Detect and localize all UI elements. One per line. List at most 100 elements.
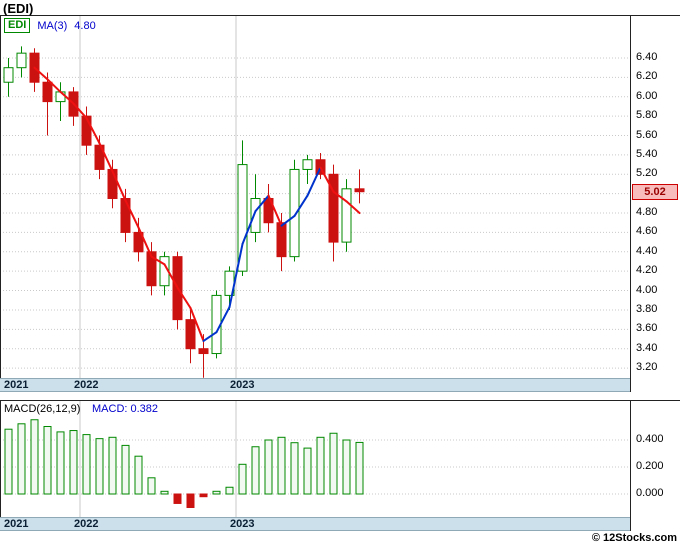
year-label: 2023 [230, 379, 255, 391]
panel-borders [0, 15, 680, 531]
ma3-segment [33, 66, 49, 81]
ma-legend-value: 4.80 [74, 19, 96, 32]
last-price-box: 5.02 [632, 183, 678, 200]
candle-down [198, 348, 209, 355]
candle-down [133, 231, 144, 253]
ma3-segment [111, 170, 127, 202]
year-label: 2021 [4, 518, 29, 530]
ma3-segment [267, 194, 283, 227]
ma3-trend-line [33, 66, 361, 342]
price-tick-label: 4.40 [636, 244, 658, 257]
ma3-segment [293, 194, 309, 217]
ma3-segment [85, 117, 101, 145]
ma3-segment [163, 263, 179, 289]
macd-bar-positive [30, 419, 39, 495]
macd-tick-label: 0.400 [636, 433, 664, 445]
macd-bar-positive [134, 455, 143, 495]
ma3-segment [345, 200, 361, 215]
candle-down [185, 319, 196, 350]
ma3-segment [319, 166, 335, 193]
candle-up [55, 91, 66, 103]
ma-legend-label: MA(3) [37, 19, 68, 32]
candle-up [16, 52, 27, 69]
price-tick-label: 5.60 [636, 128, 658, 141]
price-legend: EDI MA(3) 4.80 [4, 18, 96, 33]
gridlines [0, 15, 630, 517]
candle-down [328, 173, 339, 243]
macd-bar-positive [69, 430, 78, 495]
macd-bar-positive [238, 463, 247, 495]
candle-down [276, 222, 287, 258]
macd-bar-positive [225, 486, 234, 495]
macd-bar-positive [95, 438, 104, 495]
candle-down [81, 115, 92, 146]
macd-bar-positive [264, 439, 273, 495]
year-label: 2022 [74, 518, 99, 530]
macd-bar-negative [186, 493, 195, 508]
macd-bar-positive [355, 441, 364, 495]
macd-bar-positive [4, 428, 13, 495]
macd-bar-positive [342, 439, 351, 495]
macd-bar-positive [147, 477, 156, 495]
macd-bar-positive [108, 436, 117, 495]
macd-bar-positive [290, 442, 299, 495]
price-tick-label: 3.40 [636, 341, 658, 354]
price-tick-label: 4.00 [636, 283, 658, 296]
macd-bar-negative [199, 493, 208, 498]
candle-up [237, 164, 248, 272]
price-tick-label: 4.20 [636, 264, 658, 277]
ma3-segment [228, 243, 244, 309]
macd-bar-positive [212, 490, 221, 495]
macd-bar-negative [173, 493, 182, 504]
macd-bar-positive [82, 434, 91, 495]
macd-legend-label: MACD(26,12,9) [4, 403, 81, 415]
price-tick-label: 5.20 [636, 167, 658, 180]
candle-up [302, 159, 313, 170]
candle-up [341, 188, 352, 243]
macd-bar-positive [160, 490, 169, 495]
ma3-segment [176, 286, 192, 310]
ma3-segment [254, 194, 270, 213]
chart-title: (EDI) [3, 1, 34, 16]
macd-tick-label: 0.200 [636, 460, 664, 472]
ma3-segment [124, 199, 140, 229]
macd-bar-positive [43, 426, 52, 495]
ma3-segment [137, 226, 153, 258]
candle-up [250, 198, 261, 233]
macd-bar-positive [303, 447, 312, 495]
price-tick-label: 5.80 [636, 109, 658, 122]
macd-legend-value: MACD: 0.382 [92, 403, 159, 415]
ma3-segment [46, 78, 62, 93]
price-tick-label: 5.40 [636, 147, 658, 160]
copyright-link[interactable]: © 12Stocks.com [591, 532, 677, 544]
ma3-segment [189, 307, 205, 342]
ma3-segment [150, 255, 166, 266]
candle-down [146, 251, 157, 287]
price-tick-label: 4.80 [636, 206, 658, 219]
ma3-segment [241, 210, 257, 246]
macd-x-axis-band: 2021 2022 2023 [0, 517, 630, 531]
ma3-segment [306, 166, 322, 197]
macd-histogram [4, 419, 364, 508]
price-tick-label: 6.00 [636, 89, 658, 102]
macd-bar-positive [17, 423, 26, 495]
ma3-segment [332, 190, 348, 203]
ma3-segment [59, 90, 75, 105]
macd-bar-positive [56, 431, 65, 495]
year-label: 2022 [74, 379, 99, 391]
price-x-axis-band: 2021 2022 2023 [0, 378, 630, 392]
year-label: 2021 [4, 379, 29, 391]
macd-bar-positive [316, 436, 325, 495]
ma3-segment [202, 331, 218, 342]
macd-bar-positive [251, 446, 260, 495]
year-label: 2023 [230, 518, 255, 530]
candle-down [120, 198, 131, 233]
price-tick-label: 3.80 [636, 302, 658, 315]
ma3-segment [98, 142, 114, 173]
macd-bar-positive [329, 432, 338, 495]
price-tick-label: 6.40 [636, 51, 658, 63]
price-tick-label: 6.20 [636, 70, 658, 83]
ma3-segment [72, 102, 88, 120]
